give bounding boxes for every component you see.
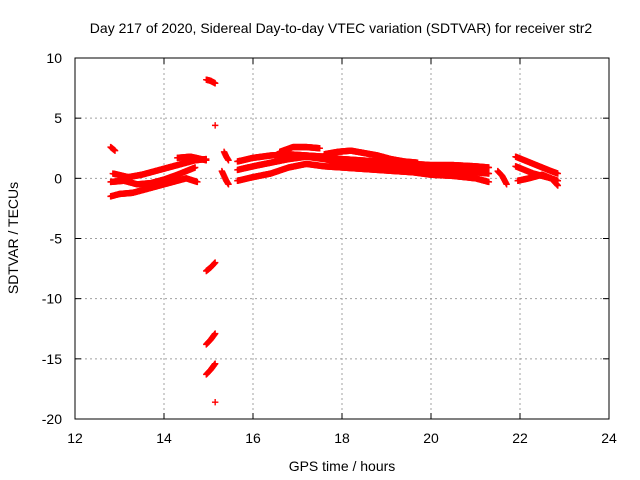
y-tick-label: 10	[46, 50, 62, 66]
data-point	[225, 157, 232, 164]
y-tick-label: -5	[50, 231, 63, 247]
x-tick-label: 12	[67, 430, 83, 446]
y-tick-label: -20	[42, 411, 62, 427]
data-point	[191, 164, 199, 171]
data-point	[485, 178, 493, 186]
y-tick-label: -10	[42, 291, 62, 307]
data-point	[211, 259, 219, 266]
x-tick-label: 16	[245, 430, 261, 446]
plot-frame	[74, 57, 610, 420]
x-tick-label: 24	[601, 430, 617, 446]
data-point	[211, 360, 219, 367]
data-point	[485, 170, 493, 177]
data-point	[203, 157, 210, 164]
data-point	[194, 178, 201, 186]
data-point	[485, 164, 493, 171]
x-tick-label: 14	[156, 430, 172, 446]
x-axis-label: GPS time / hours	[289, 458, 396, 474]
x-tick-label: 20	[423, 430, 439, 446]
axis-ticks: 12 14 16 18 20 22 24 -20 -15 -10 -5 0 5 10	[42, 50, 617, 446]
y-axis-label: SDTVAR / TECUs	[5, 182, 21, 294]
data-point	[503, 181, 510, 188]
data-point	[225, 181, 232, 188]
chart-title: Day 217 of 2020, Sidereal Day-to-day VTE…	[90, 20, 593, 36]
data-point	[211, 398, 219, 406]
y-tick-label: 0	[54, 170, 62, 186]
data-points	[107, 76, 562, 406]
y-tick-label: -15	[42, 351, 62, 367]
grid-lines	[75, 58, 609, 419]
data-point	[316, 145, 323, 152]
data-point	[111, 147, 119, 154]
data-point	[554, 170, 562, 177]
x-tick-label: 18	[334, 430, 350, 446]
data-point	[414, 159, 421, 166]
x-tick-label: 22	[512, 430, 528, 446]
data-point	[554, 182, 562, 189]
data-point	[211, 80, 219, 87]
data-point	[211, 122, 219, 129]
y-tick-label: 5	[54, 110, 62, 126]
data-point	[211, 330, 219, 337]
